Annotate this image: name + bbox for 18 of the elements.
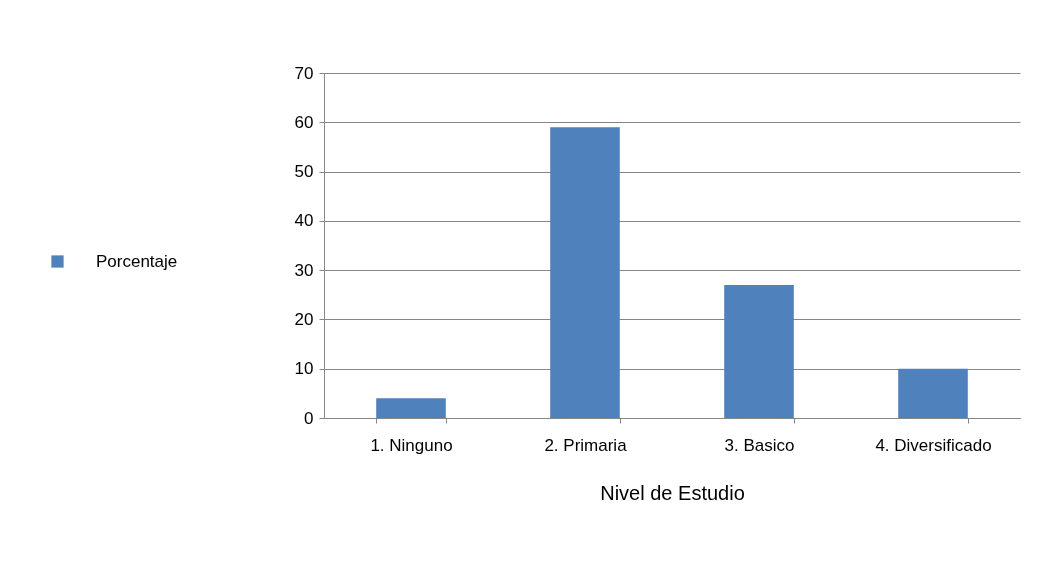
x-tick-label: 2. Primaria: [544, 435, 628, 455]
y-tick-label: 20: [294, 309, 314, 329]
y-tick-label: 30: [294, 260, 314, 280]
y-tick-label: 10: [294, 359, 314, 379]
bar: [724, 284, 794, 418]
bar: [376, 398, 446, 418]
y-tick-label: 70: [294, 63, 314, 83]
legend-label: Porcentaje: [96, 251, 178, 271]
x-tick-label: 4. Diversificado: [875, 435, 992, 455]
y-tick-label: 50: [294, 162, 314, 182]
bar: [550, 127, 620, 418]
x-axis-title: Nivel de Estudio: [600, 481, 745, 504]
bar: [898, 368, 968, 418]
x-tick-label: 3. Basico: [724, 435, 795, 455]
y-tick-label: 0: [304, 408, 314, 428]
x-tick-label: 1. Ninguno: [370, 435, 453, 455]
y-tick-label: 40: [294, 211, 314, 231]
y-tick-label: 60: [294, 112, 314, 132]
